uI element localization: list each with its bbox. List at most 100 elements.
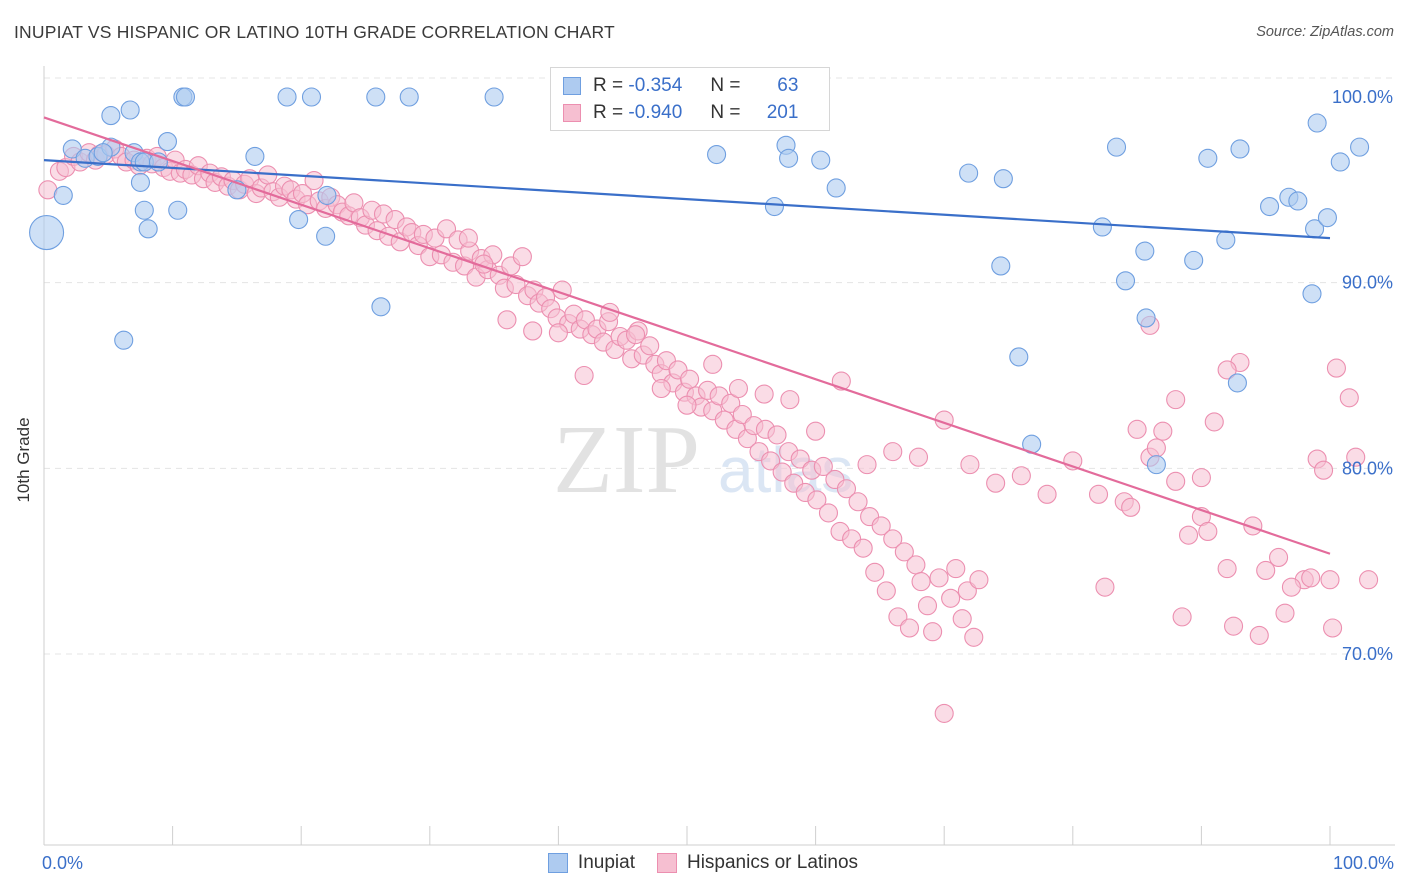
legend-r-label: R =	[593, 75, 624, 96]
hispanic-point	[497, 310, 517, 330]
hispanic-point	[1217, 360, 1237, 380]
legend-row-hispanic: R = -0.940 N = 201	[563, 100, 798, 126]
inupiat-point	[93, 143, 113, 163]
hispanic-point	[952, 609, 972, 629]
series-legend: Inupiat Hispanics or Latinos	[0, 852, 1406, 874]
inupiat-point	[371, 297, 391, 317]
x-tick-min: 0.0%	[42, 853, 84, 873]
hispanic-point	[703, 354, 723, 374]
inupiat-point	[301, 87, 322, 107]
inupiat-point	[1216, 230, 1236, 250]
inupiat-point	[168, 200, 188, 220]
hispanic-point	[1301, 568, 1321, 588]
inupiat-point	[1288, 191, 1308, 211]
inupiat-point	[1198, 148, 1218, 168]
hispanic-point	[857, 455, 877, 475]
inupiat-point	[1115, 271, 1136, 291]
inupiat-point	[317, 185, 337, 205]
hispanic-point	[790, 449, 810, 469]
hispanic-point	[680, 369, 700, 389]
hispanic-point	[1256, 560, 1276, 581]
x-tick-max: 100.0%	[1332, 853, 1394, 873]
y-tick-label: 90.0%	[1342, 273, 1393, 293]
series-swatch-inupiat	[547, 853, 568, 873]
hispanic-point	[923, 622, 943, 642]
hispanic-trend-line	[43, 116, 1331, 555]
inupiat-point	[1317, 208, 1337, 228]
legend-r-value: -0.354	[628, 75, 683, 96]
inupiat-point	[138, 219, 158, 239]
inupiat-point	[1307, 113, 1327, 133]
hispanic-point	[1146, 438, 1166, 458]
hispanic-point	[304, 171, 324, 191]
hispanic-point	[806, 421, 826, 441]
hispanic-point	[1320, 570, 1340, 590]
hispanic-point	[767, 425, 787, 445]
hispanic-point	[754, 384, 774, 404]
legend-swatch-hispanic	[563, 104, 581, 122]
inupiat-point	[826, 178, 846, 198]
hispanic-point	[853, 538, 873, 558]
inupiat-point	[484, 87, 504, 107]
hispanic-point	[894, 542, 914, 562]
inupiat-point	[29, 214, 65, 251]
inupiat-point	[130, 172, 150, 192]
hispanic-point	[986, 473, 1006, 493]
inupiat-point	[1184, 250, 1204, 270]
inupiat-point	[120, 100, 140, 120]
hispanic-point	[1011, 466, 1031, 486]
hispanic-point	[1269, 547, 1289, 568]
hispanic-point	[780, 390, 800, 410]
hispanic-point	[732, 404, 752, 425]
hispanic-point	[1339, 388, 1359, 408]
hispanic-point	[1191, 468, 1211, 488]
inupiat-point	[993, 169, 1013, 189]
hispanic-point	[888, 607, 908, 627]
hispanic-point	[876, 581, 896, 601]
inupiat-trend-line	[43, 159, 1331, 240]
series-swatch-hispanic	[656, 853, 677, 873]
inupiat-point	[1135, 241, 1155, 261]
source-label: Source: ZipAtlas.com	[1256, 24, 1394, 40]
hispanic-point	[1314, 460, 1334, 480]
hispanic-point	[1172, 607, 1192, 627]
hispanic-point	[807, 490, 827, 510]
hispanic-point	[899, 618, 920, 638]
series-legend-hispanic: Hispanics or Latinos	[656, 852, 859, 874]
inupiat-point	[114, 330, 134, 350]
hispanic-point	[1359, 570, 1379, 590]
hispanic-point	[640, 336, 660, 356]
hispanic-point	[911, 572, 931, 592]
hispanic-point	[651, 378, 671, 399]
hispanic-point	[1127, 419, 1147, 439]
inupiat-point	[134, 200, 154, 220]
hispanic-point	[836, 479, 857, 499]
hispanic-point	[677, 395, 697, 415]
hispanic-point	[721, 393, 741, 413]
hispanic-point	[1217, 559, 1237, 579]
series-name-inupiat: Inupiat	[577, 852, 635, 873]
legend: R = -0.354 N = 63 R = -0.940 N = 201	[550, 67, 830, 131]
series-name-hispanic: Hispanics or Latinos	[686, 852, 859, 873]
hispanic-point	[548, 323, 568, 343]
hispanic-points	[38, 139, 1379, 723]
inupiat-point	[1092, 217, 1112, 237]
hispanic-point	[883, 529, 903, 549]
hispanic-point	[512, 247, 532, 267]
watermark-zip: ZIP	[553, 406, 700, 514]
inupiat-point	[1260, 196, 1280, 217]
inupiat-point	[366, 87, 386, 107]
hispanic-point	[865, 562, 885, 582]
inupiat-points	[29, 87, 1370, 475]
y-tick-labels: 70.0% 80.0% 90.0% 100.0%	[1332, 87, 1393, 664]
inupiat-point	[53, 185, 73, 205]
hispanic-point	[1326, 358, 1346, 378]
hispanic-point	[1178, 525, 1199, 545]
hispanic-point	[946, 559, 966, 579]
hispanic-point	[960, 455, 980, 475]
legend-n-value: 201	[766, 102, 799, 123]
inupiat-point	[245, 146, 265, 166]
hispanic-point	[436, 219, 457, 239]
hispanic-point	[1166, 390, 1186, 410]
hispanic-point	[934, 703, 954, 723]
